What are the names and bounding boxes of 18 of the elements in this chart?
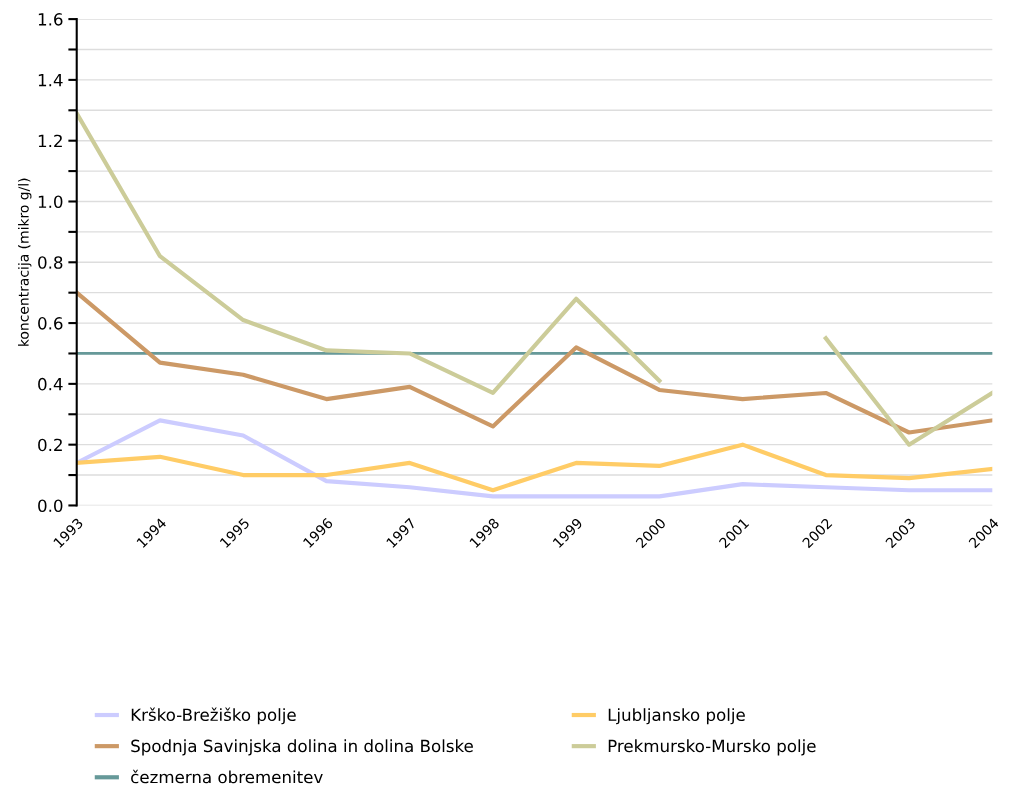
line-series — [76, 442, 993, 493]
legend-label: Krško-Brežiško polje — [131, 707, 296, 725]
line-series — [76, 418, 993, 499]
y-tick-label: 0.2 — [38, 438, 62, 452]
y-tick-label: 1.2 — [38, 134, 62, 148]
y-tick-label: 0.4 — [38, 377, 63, 391]
line-series — [76, 290, 993, 435]
y-axis-title: koncentracija (mikro g/l) — [18, 178, 32, 346]
y-tick-label: 1.6 — [38, 13, 63, 26]
legend-label: Spodnja Savinjska dolina in dolina Bolske — [131, 739, 473, 756]
y-tick-label: 1.0 — [38, 195, 63, 209]
y-tick-label: 0.0 — [38, 499, 63, 513]
legend-label: Ljubljansko polje — [608, 708, 745, 725]
y-tick-label: 0.6 — [38, 317, 63, 330]
y-tick-label: 0.8 — [38, 256, 63, 269]
y-tick-label: 1.4 — [38, 74, 63, 87]
legend-label: Prekmursko-Mursko polje — [608, 739, 816, 756]
legend-label: čezmerna obremenitev — [131, 769, 323, 784]
